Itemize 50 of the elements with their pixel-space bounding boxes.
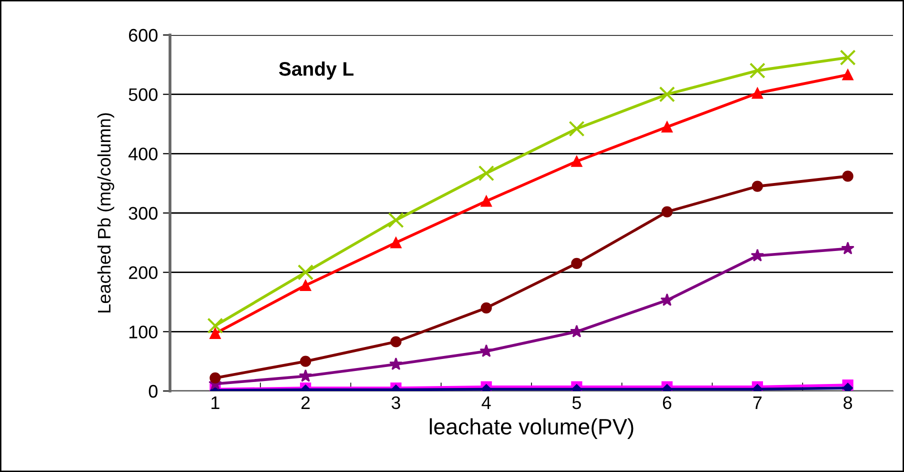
point xyxy=(571,258,582,269)
y-tick-label: 0 xyxy=(148,384,158,398)
point xyxy=(300,280,312,291)
x-tick-label: 3 xyxy=(392,396,400,410)
point xyxy=(842,382,853,391)
point xyxy=(298,369,312,382)
x-tick-label: 6 xyxy=(662,396,672,410)
point xyxy=(210,372,221,384)
x-axis-title: leachate volume(PV) xyxy=(430,418,634,439)
point xyxy=(480,302,492,314)
point xyxy=(480,344,493,357)
y-tick-label: 600 xyxy=(128,28,158,42)
point xyxy=(662,206,673,218)
y-axis-title: Leached Pb (mg/column) xyxy=(97,113,114,312)
point xyxy=(842,69,854,80)
y-tick-label: 300 xyxy=(128,206,158,220)
point xyxy=(298,264,314,280)
point xyxy=(480,196,492,207)
point xyxy=(390,336,402,348)
point xyxy=(752,88,763,99)
point xyxy=(388,212,404,228)
x-tick-label: 7 xyxy=(753,396,762,409)
x-tick-label: 4 xyxy=(482,396,491,409)
point xyxy=(390,237,402,248)
point xyxy=(570,324,584,338)
point xyxy=(571,156,582,167)
x-tick-label: 5 xyxy=(572,396,581,410)
point xyxy=(752,180,763,192)
point xyxy=(300,356,312,367)
x-tick-label: 1 xyxy=(212,396,220,409)
point xyxy=(478,165,494,182)
point xyxy=(568,120,585,137)
point xyxy=(207,318,224,334)
point xyxy=(749,62,766,79)
point xyxy=(389,357,403,370)
y-tick-label: 200 xyxy=(128,266,158,280)
point xyxy=(750,248,764,262)
point xyxy=(842,170,854,182)
point xyxy=(210,328,221,340)
y-tick-label: 400 xyxy=(128,148,158,160)
y-tick-label: 500 xyxy=(128,88,158,102)
point xyxy=(840,50,856,66)
point xyxy=(841,242,854,254)
x-tick-label: 2 xyxy=(301,396,310,409)
x-tick-label: 8 xyxy=(844,396,852,410)
point xyxy=(659,86,676,102)
point xyxy=(662,121,673,133)
text: Sandy L xyxy=(279,62,354,80)
y-tick-label: 100 xyxy=(129,326,158,338)
point xyxy=(660,293,674,306)
